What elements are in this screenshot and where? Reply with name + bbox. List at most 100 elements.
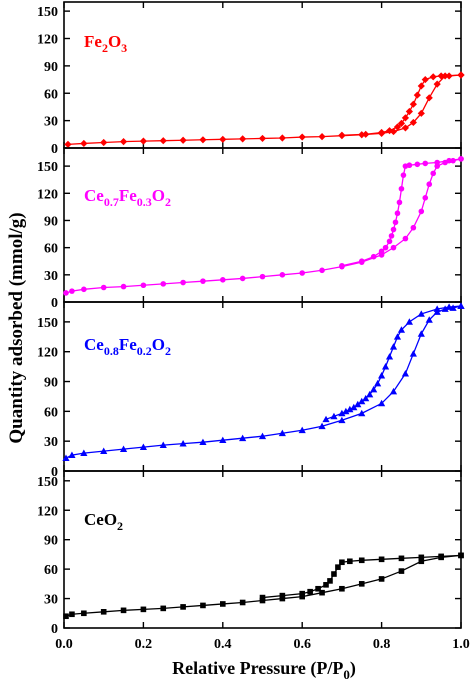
adsorption-point [120, 607, 127, 614]
desorption-point [457, 71, 465, 79]
panel-4: 0 30 60 90 120 150 CeO2 [37, 470, 464, 637]
x-tick-label: 0.4 [214, 637, 232, 652]
adsorption-point [199, 136, 207, 144]
desorption-point [331, 571, 337, 577]
desorption-point [339, 262, 345, 269]
adsorption-point [220, 601, 226, 607]
adsorption-point [80, 139, 88, 148]
adsorption-point [358, 409, 366, 417]
adsorption-point [389, 387, 398, 395]
desorption-line [325, 305, 462, 420]
desorption-point [323, 582, 329, 588]
x-axis-label: Relative Pressure (P/P0) [172, 658, 356, 682]
adsorption-point [239, 275, 246, 282]
desorption-point [362, 130, 370, 138]
desorption-point [315, 585, 321, 592]
adsorption-point [100, 284, 107, 291]
adsorption-point [100, 447, 108, 454]
adsorption-line [67, 74, 462, 145]
sample-label: Ce0.8Fe0.2O2 [84, 335, 171, 358]
y-tick-label: 90 [44, 60, 58, 75]
desorption-point [370, 253, 377, 260]
x-tick-label: 0.6 [293, 637, 311, 652]
desorption-point [413, 91, 421, 99]
desorption-point [429, 73, 437, 81]
desorption-point [370, 385, 378, 393]
desorption-point [335, 564, 341, 570]
desorption-point [405, 318, 413, 325]
desorption-point [382, 244, 389, 251]
adsorption-point [417, 330, 425, 337]
y-tick-label: 90 [44, 376, 58, 391]
desorption-point [401, 114, 410, 122]
adsorption-point [389, 127, 398, 136]
adsorption-point [259, 273, 266, 280]
desorption-point [417, 310, 425, 317]
y-tick-label: 120 [37, 33, 58, 48]
adsorption-point [378, 576, 385, 582]
desorption-point [358, 397, 366, 405]
desorption-point [366, 390, 374, 398]
panel-frame [63, 470, 462, 629]
y-tick-label: 120 [37, 187, 58, 202]
x-tick-label: 1.0 [452, 637, 470, 652]
desorption-point [279, 592, 286, 599]
desorption-point [388, 233, 395, 239]
panel-2: 0 30 60 90 120 150 Ce0.7Fe0.3O2 [37, 147, 464, 311]
y-tick-label: 0 [51, 296, 58, 311]
adsorption-point [433, 80, 441, 88]
adsorption-point [69, 611, 75, 618]
desorption-point [393, 123, 402, 131]
adsorption-line [65, 158, 462, 294]
x-tick-label: 0.0 [55, 637, 73, 652]
desorption-point [457, 302, 465, 309]
adsorption-point [180, 604, 186, 610]
sample-label: CeO2 [84, 510, 123, 533]
desorption-point [347, 558, 353, 565]
desorption-line [341, 74, 462, 136]
y-tick-label: 150 [37, 5, 58, 20]
adsorption-point [339, 585, 345, 592]
desorption-point [389, 343, 398, 350]
desorption-point [398, 185, 405, 192]
adsorption-point [279, 272, 286, 278]
adsorption-point [119, 138, 128, 146]
desorption-point [405, 107, 413, 116]
adsorption-point [409, 350, 417, 357]
desorption-point [378, 371, 386, 379]
adsorption-point [338, 416, 346, 424]
desorption-point [342, 407, 350, 415]
desorption-point [445, 72, 453, 80]
desorption-point [358, 557, 365, 564]
adsorption-point [299, 593, 305, 600]
desorption-point [350, 403, 358, 411]
desorption-point [362, 394, 370, 402]
adsorption-point [418, 558, 425, 565]
desorption-point [409, 100, 417, 108]
adsorption-point [200, 602, 206, 609]
desorption-point [422, 160, 429, 167]
desorption-point [374, 379, 382, 387]
y-tick-label: 60 [44, 405, 58, 420]
desorption-point [433, 305, 441, 312]
adsorption-point [159, 441, 167, 449]
desorption-point [378, 248, 385, 255]
desorption-point [421, 75, 429, 84]
desorption-point [339, 559, 345, 566]
desorption-point [402, 163, 409, 169]
desorption-point [385, 127, 394, 135]
adsorption-point [422, 195, 429, 201]
adsorption-point [180, 279, 186, 286]
adsorption-point [358, 581, 365, 587]
desorption-point [396, 199, 403, 206]
adsorption-point [159, 137, 167, 145]
desorption-point [437, 72, 445, 80]
desorption-point [418, 554, 425, 561]
adsorption-point [299, 270, 306, 276]
y-tick-label: 120 [37, 346, 58, 361]
adsorption-point [219, 436, 227, 444]
y-tick-label: 60 [44, 87, 58, 102]
adsorption-point [64, 140, 72, 148]
y-tick-label: 90 [44, 214, 58, 229]
